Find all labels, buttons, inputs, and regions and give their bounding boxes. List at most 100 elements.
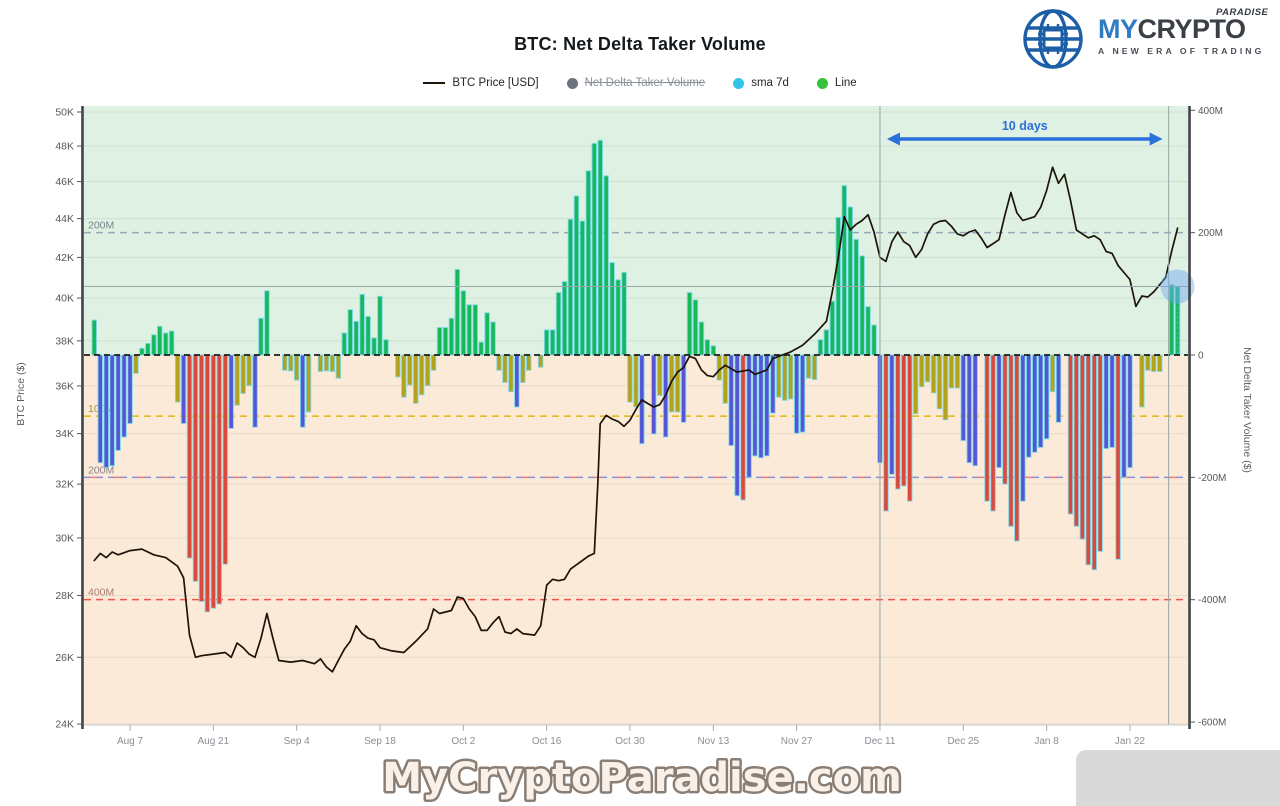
volume-bar[interactable] xyxy=(520,354,526,383)
volume-bar[interactable] xyxy=(573,195,580,356)
volume-bar[interactable] xyxy=(514,354,520,408)
volume-bar[interactable] xyxy=(907,354,913,502)
volume-bar[interactable] xyxy=(1055,354,1062,423)
volume-bar[interactable] xyxy=(91,319,97,356)
volume-bar[interactable] xyxy=(317,354,324,372)
volume-bar[interactable] xyxy=(865,306,871,356)
volume-bar[interactable] xyxy=(591,142,597,356)
volume-bar[interactable] xyxy=(246,354,252,387)
volume-bar[interactable] xyxy=(127,354,133,424)
volume-bar[interactable] xyxy=(222,354,228,565)
volume-bar[interactable] xyxy=(609,262,615,356)
volume-bar[interactable] xyxy=(442,327,449,356)
volume-bar[interactable] xyxy=(478,341,484,356)
volume-bar[interactable] xyxy=(847,206,853,356)
volume-bar[interactable] xyxy=(1115,354,1121,560)
volume-bar[interactable] xyxy=(972,354,978,467)
volume-bar[interactable] xyxy=(121,354,127,438)
volume-bar[interactable] xyxy=(460,290,467,356)
volume-bar[interactable] xyxy=(1091,354,1097,571)
volume-bar[interactable] xyxy=(883,354,889,512)
volume-bar[interactable] xyxy=(918,354,925,388)
volume-bar[interactable] xyxy=(365,316,371,356)
volume-bar[interactable] xyxy=(895,354,901,490)
volume-bar[interactable] xyxy=(901,354,907,487)
volume-bar[interactable] xyxy=(252,354,258,428)
volume-bar[interactable] xyxy=(407,354,413,386)
volume-bar[interactable] xyxy=(537,354,544,368)
volume-bar[interactable] xyxy=(1020,354,1026,502)
volume-bar[interactable] xyxy=(424,354,431,387)
volume-bar[interactable] xyxy=(448,317,455,356)
volume-bar[interactable] xyxy=(139,347,145,356)
legend-item-line[interactable]: Line xyxy=(816,77,857,89)
volume-bar[interactable] xyxy=(496,354,502,371)
volume-bar[interactable] xyxy=(752,354,758,457)
volume-bar[interactable] xyxy=(305,354,312,413)
volume-bar[interactable] xyxy=(1085,354,1091,566)
volume-bar[interactable] xyxy=(430,354,437,371)
volume-bar[interactable] xyxy=(228,354,234,429)
volume-bar[interactable] xyxy=(615,279,621,356)
volume-bar[interactable] xyxy=(1008,354,1014,527)
volume-bar[interactable] xyxy=(216,354,222,605)
volume-bar[interactable] xyxy=(555,292,562,356)
volume-bar[interactable] xyxy=(288,354,294,372)
volume-bar[interactable] xyxy=(204,354,211,613)
volume-bar[interactable] xyxy=(151,334,157,356)
volume-bar[interactable] xyxy=(651,354,657,435)
volume-bar[interactable] xyxy=(633,354,639,408)
volume-bar[interactable] xyxy=(258,317,264,356)
volume-bar[interactable] xyxy=(377,295,383,356)
volume-bar[interactable] xyxy=(924,354,931,383)
volume-bar[interactable] xyxy=(758,354,764,459)
volume-bar[interactable] xyxy=(567,218,574,356)
volume-bar[interactable] xyxy=(1127,354,1133,469)
volume-bar[interactable] xyxy=(186,354,193,559)
volume-bar[interactable] xyxy=(329,354,336,372)
volume-bar[interactable] xyxy=(871,324,877,356)
volume-bar[interactable] xyxy=(1032,354,1038,453)
volume-bar[interactable] xyxy=(347,309,353,356)
volume-bar[interactable] xyxy=(383,339,389,356)
volume-bar[interactable] xyxy=(1151,354,1157,372)
volume-bar[interactable] xyxy=(484,312,490,356)
volume-bar[interactable] xyxy=(234,354,240,406)
volume-bar[interactable] xyxy=(948,354,955,389)
volume-bar[interactable] xyxy=(698,321,705,356)
volume-bar[interactable] xyxy=(353,320,359,356)
volume-bar[interactable] xyxy=(1002,354,1008,485)
volume-bar[interactable] xyxy=(115,354,121,451)
volume-bar[interactable] xyxy=(543,329,550,356)
volume-bar[interactable] xyxy=(603,175,609,356)
volume-bar[interactable] xyxy=(1103,354,1109,450)
price-line[interactable] xyxy=(93,166,1179,673)
volume-bar[interactable] xyxy=(817,339,824,356)
volume-bar[interactable] xyxy=(145,342,151,356)
volume-bar[interactable] xyxy=(657,354,663,396)
volume-bar[interactable] xyxy=(770,354,776,414)
volume-bar[interactable] xyxy=(133,354,139,374)
volume-bar[interactable] xyxy=(168,330,175,356)
volume-bar[interactable] xyxy=(936,354,943,410)
volume-bar[interactable] xyxy=(293,354,300,381)
volume-bar[interactable] xyxy=(704,339,711,356)
volume-bar[interactable] xyxy=(597,139,603,356)
volume-bar[interactable] xyxy=(359,293,365,356)
volume-bar[interactable] xyxy=(805,354,812,379)
volume-bar[interactable] xyxy=(454,268,461,356)
volume-bar[interactable] xyxy=(889,354,895,475)
volume-bar[interactable] xyxy=(746,354,752,478)
volume-bar[interactable] xyxy=(823,329,830,356)
volume-bar[interactable] xyxy=(240,354,246,394)
volume-bar[interactable] xyxy=(1139,354,1145,408)
volume-bar[interactable] xyxy=(734,354,740,497)
legend-item-net-delta-taker-volume[interactable]: Net Delta Taker Volume xyxy=(566,77,705,89)
volume-bar[interactable] xyxy=(210,354,217,609)
volume-bar[interactable] xyxy=(799,354,806,433)
volume-bar[interactable] xyxy=(549,329,556,356)
volume-bar[interactable] xyxy=(561,281,568,356)
volume-bar[interactable] xyxy=(1014,354,1020,542)
volume-bar[interactable] xyxy=(1026,354,1032,458)
